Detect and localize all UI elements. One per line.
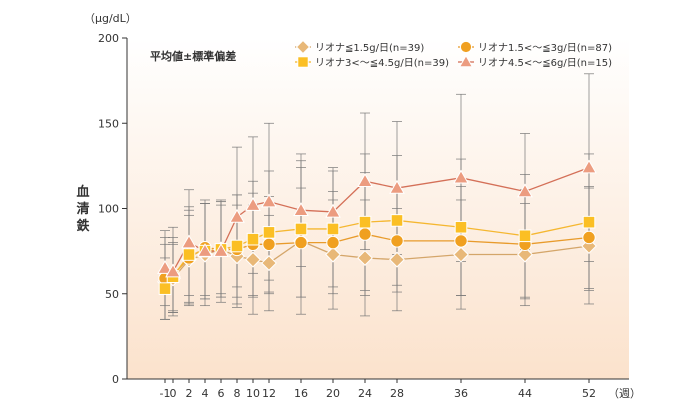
data-point-circle [326, 235, 340, 250]
data-point-triangle [245, 197, 261, 211]
data-point-square [326, 222, 340, 236]
data-point-diamond [453, 246, 469, 263]
data-point-square [454, 220, 468, 234]
data-point-square [262, 226, 276, 239]
data-point-triangle [229, 209, 245, 223]
data-point-diamond [245, 251, 261, 268]
data-point-triangle [197, 243, 213, 257]
x-tick-label: 12 [262, 387, 276, 400]
data-point-diamond [517, 246, 533, 263]
legend-marker-triangle [458, 54, 474, 68]
data-point-triangle [181, 234, 197, 249]
legend-marker-circle [459, 40, 473, 54]
x-unit-label: （週） [608, 387, 641, 400]
data-point-triangle [293, 202, 309, 216]
data-point-circle [358, 227, 372, 241]
data-point-triangle [357, 173, 373, 187]
x-tick-label: 4 [202, 387, 209, 400]
data-point-triangle [325, 203, 341, 218]
x-tick-label: 24 [358, 387, 372, 400]
plot-background [127, 38, 629, 379]
legend-label: リオナ3<～≦4.5g/日(n=39) [315, 57, 449, 69]
y-unit-label: （μg/dL） [84, 12, 137, 25]
data-point-square [230, 239, 244, 253]
data-point-triangle [157, 260, 173, 274]
y-tick-label: 50 [105, 288, 119, 301]
x-tick-label: 10 [246, 387, 260, 400]
data-point-diamond [261, 255, 277, 271]
data-point-triangle [165, 263, 181, 278]
data-point-triangle [389, 180, 405, 194]
chart-note: 平均値±標準偏差 [150, 49, 236, 63]
data-point-square [582, 215, 596, 229]
x-tick-label: 0 [170, 387, 177, 400]
data-point-square [182, 248, 196, 261]
data-point-square [518, 229, 532, 243]
legend-marker-diamond [295, 39, 311, 55]
x-tick-label: 8 [234, 387, 241, 400]
x-tick-label: 16 [294, 387, 308, 400]
data-point-circle [582, 230, 596, 245]
data-point-triangle [453, 169, 469, 184]
legend-marker-square [297, 56, 309, 68]
y-tick-label: 100 [98, 203, 119, 216]
x-tick-label: 20 [326, 387, 340, 400]
x-tick-label: 2 [186, 387, 193, 400]
y-tick-label: 200 [98, 32, 119, 45]
data-point-circle [262, 237, 276, 252]
data-point-circle [454, 234, 468, 248]
data-point-circle [294, 235, 308, 250]
data-point-square [294, 222, 308, 236]
data-point-square [358, 215, 372, 229]
data-point-triangle [213, 243, 229, 257]
y-tick-label: 150 [98, 117, 119, 130]
data-point-square [158, 282, 172, 295]
x-tick-label: 52 [582, 387, 596, 400]
x-tick-label: 44 [518, 387, 532, 400]
data-point-diamond [389, 251, 405, 268]
x-tick-label: 36 [454, 387, 468, 400]
x-tick-label: 6 [218, 387, 225, 400]
data-point-diamond [357, 250, 373, 266]
data-point-square [390, 214, 404, 227]
x-tick-label: 28 [390, 387, 404, 400]
data-point-diamond [325, 246, 341, 263]
data-point-circle [390, 234, 404, 248]
legend-label: リオナ4.5<～≦6g/日(n=15) [478, 57, 612, 69]
y-axis-label: 血清鉄 [76, 184, 89, 234]
data-point-square [246, 232, 260, 246]
x-tick-label: -1 [160, 387, 171, 400]
y-tick-label: 0 [112, 373, 119, 386]
legend-label: リオナ1.5<～≦3g/日(n=87) [478, 42, 612, 54]
data-point-triangle [581, 159, 597, 174]
legend-label: リオナ≦1.5g/日(n=39) [315, 42, 424, 54]
data-point-triangle [517, 183, 533, 198]
data-point-triangle [261, 193, 277, 208]
